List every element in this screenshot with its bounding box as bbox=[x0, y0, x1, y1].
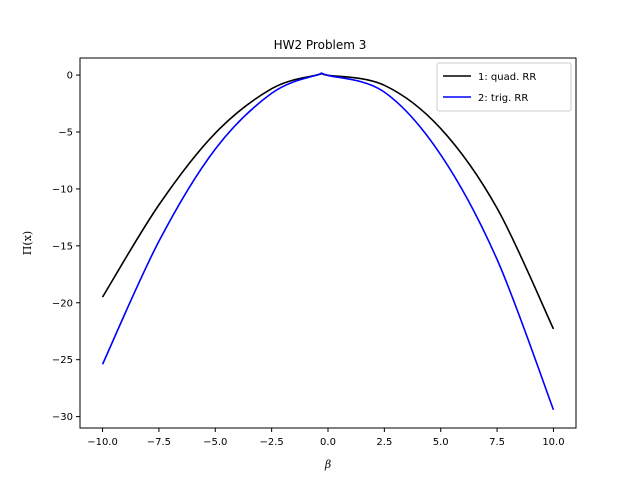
y-axis: 0 −5 −10 −15 −20 −25 −30 bbox=[52, 71, 80, 423]
y-tick-label: −10 bbox=[52, 184, 73, 195]
y-tick-label: −25 bbox=[52, 355, 73, 366]
x-tick-label: 7.5 bbox=[489, 437, 505, 448]
x-tick-label: −5.0 bbox=[203, 437, 227, 448]
x-tick-label: −2.5 bbox=[259, 437, 283, 448]
y-axis-label: Π(x) bbox=[21, 231, 34, 255]
x-tick-label: 2.5 bbox=[376, 437, 392, 448]
y-tick-label: 0 bbox=[67, 71, 73, 82]
legend-label-2: 2: trig. RR bbox=[478, 93, 528, 104]
x-tick-label: 5.0 bbox=[433, 437, 449, 448]
series-line-2 bbox=[101, 72, 555, 411]
legend: 1: quad. RR 2: trig. RR bbox=[436, 62, 572, 112]
x-tick-label: 0.0 bbox=[320, 437, 336, 448]
legend-box bbox=[436, 62, 572, 112]
chart-title: HW2 Problem 3 bbox=[274, 38, 367, 52]
y-tick-label: −15 bbox=[52, 241, 73, 252]
x-tick-label: 10.0 bbox=[542, 437, 564, 448]
y-tick-label: −5 bbox=[58, 128, 73, 139]
x-axis: −10.0 −7.5 −5.0 −2.5 0.0 2.5 5.0 7.5 10.0 bbox=[87, 428, 565, 448]
legend-label-1: 1: quad. RR bbox=[478, 72, 536, 83]
x-tick-label: −7.5 bbox=[147, 437, 171, 448]
y-tick-label: −30 bbox=[52, 412, 73, 423]
plot-area bbox=[101, 72, 555, 411]
x-axis-label: β bbox=[324, 458, 331, 471]
x-tick-label: −10.0 bbox=[87, 437, 118, 448]
y-tick-label: −20 bbox=[52, 298, 73, 309]
